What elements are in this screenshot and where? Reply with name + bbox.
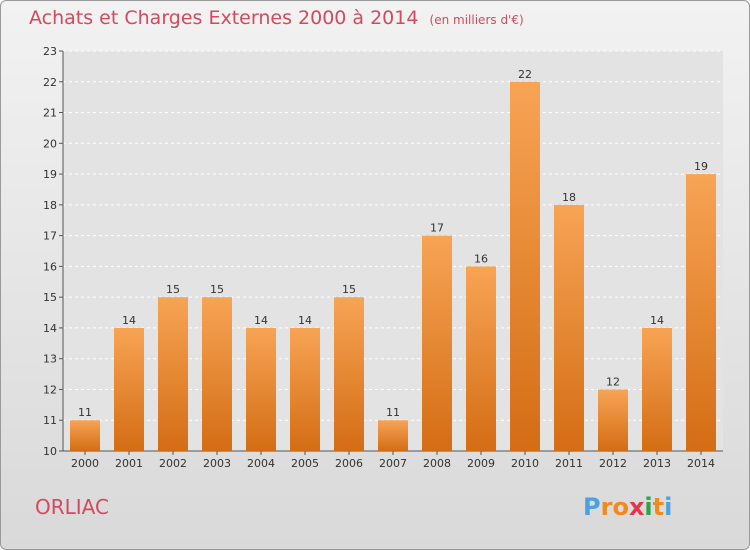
x-tick-label: 2003 <box>203 457 231 470</box>
y-tick-label: 16 <box>43 260 57 273</box>
bar <box>510 81 540 452</box>
y-tick-label: 12 <box>43 383 57 396</box>
y-tick-label: 17 <box>43 230 57 243</box>
y-tick-label: 15 <box>43 291 57 304</box>
y-tick-label: 18 <box>43 199 57 212</box>
data-label: 14 <box>254 314 268 327</box>
y-tick-label: 23 <box>43 45 57 58</box>
x-tick-label: 2004 <box>247 457 275 470</box>
title-row: Achats et Charges Externes 2000 à 2014 (… <box>29 7 524 29</box>
x-tick-label: 2005 <box>291 457 319 470</box>
logo-letter: P <box>583 493 601 521</box>
x-tick-label: 2000 <box>71 457 99 470</box>
bar <box>246 327 276 451</box>
bar <box>290 327 320 451</box>
data-label: 19 <box>694 160 708 173</box>
bar <box>70 420 100 451</box>
data-label: 22 <box>518 68 532 81</box>
x-tick-label: 2002 <box>159 457 187 470</box>
logo-letter: i <box>664 493 673 521</box>
x-tick-label: 2001 <box>115 457 143 470</box>
bar <box>202 297 232 451</box>
y-tick-label: 10 <box>43 445 57 458</box>
x-tick-label: 2010 <box>511 457 539 470</box>
data-label: 17 <box>430 222 444 235</box>
x-tick-label: 2011 <box>555 457 583 470</box>
x-tick-label: 2006 <box>335 457 363 470</box>
y-tick-label: 11 <box>43 414 57 427</box>
data-label: 11 <box>78 406 92 419</box>
data-label: 12 <box>606 375 620 388</box>
bar <box>378 420 408 451</box>
data-label: 15 <box>342 283 356 296</box>
bar <box>686 174 716 452</box>
y-tick-label: 13 <box>43 353 57 366</box>
data-label: 16 <box>474 252 488 265</box>
logo-letter: t <box>652 493 665 521</box>
commune-name: ORLIAC <box>35 495 109 519</box>
x-tick-label: 2009 <box>467 457 495 470</box>
x-tick-label: 2008 <box>423 457 451 470</box>
logo-letter: x <box>628 493 645 521</box>
data-label: 14 <box>298 314 312 327</box>
x-tick-label: 2007 <box>379 457 407 470</box>
bar <box>554 204 584 451</box>
bar <box>642 327 672 451</box>
logo-letter: r <box>600 493 613 521</box>
chart-unit: (en milliers d'€) <box>429 13 524 27</box>
bar <box>466 266 496 451</box>
proxiti-logo: Proxiti <box>583 493 672 521</box>
data-label: 14 <box>650 314 664 327</box>
bar <box>334 297 364 451</box>
y-tick-label: 21 <box>43 107 57 120</box>
y-tick-label: 22 <box>43 76 57 89</box>
data-label: 14 <box>122 314 136 327</box>
logo-letter: i <box>644 493 653 521</box>
x-tick-label: 2014 <box>687 457 715 470</box>
y-tick-label: 20 <box>43 137 57 150</box>
bar <box>114 327 144 451</box>
chart-title: Achats et Charges Externes 2000 à 2014 <box>29 7 419 29</box>
y-tick-label: 14 <box>43 322 57 335</box>
x-tick-label: 2013 <box>643 457 671 470</box>
y-tick-label: 19 <box>43 168 57 181</box>
x-tick-label: 2012 <box>599 457 627 470</box>
data-label: 18 <box>562 191 576 204</box>
logo-letter: o <box>612 493 629 521</box>
data-label: 11 <box>386 406 400 419</box>
bar <box>158 297 188 451</box>
bar <box>422 235 452 451</box>
data-label: 15 <box>210 283 224 296</box>
bar <box>598 389 628 451</box>
data-label: 15 <box>166 283 180 296</box>
